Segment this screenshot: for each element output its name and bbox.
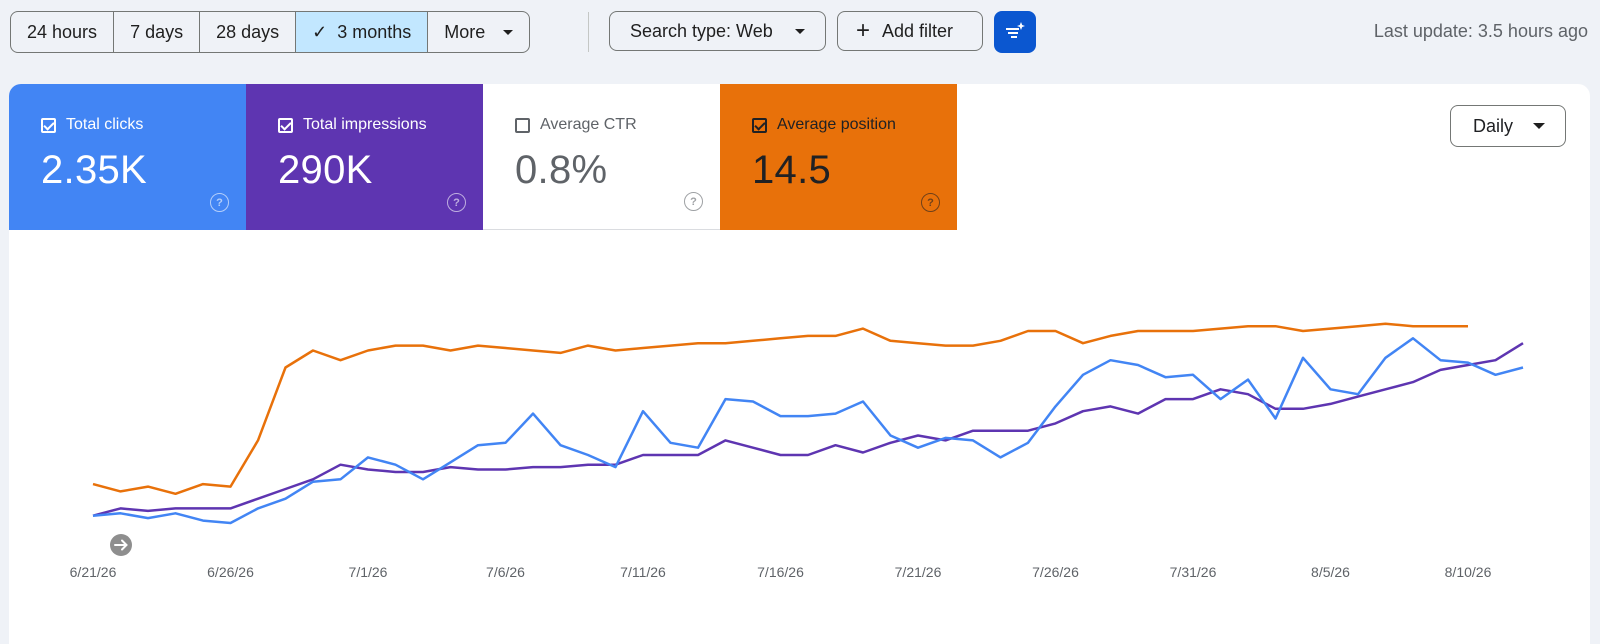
search-type-dropdown[interactable]: Search type: Web	[609, 11, 826, 51]
help-icon[interactable]: ?	[921, 193, 940, 212]
granularity-label: Daily	[1473, 115, 1514, 136]
x-tick-label: 8/10/26	[1445, 564, 1492, 580]
x-tick-label: 6/26/26	[207, 564, 254, 580]
date-range-selector: 24 hours 7 days 28 days ✓ 3 months More	[10, 11, 531, 53]
x-tick-label: 7/11/26	[620, 564, 666, 580]
x-tick-label: 7/16/26	[757, 564, 804, 580]
x-tick-label: 7/6/26	[486, 564, 525, 580]
metric-value: 2.35K	[41, 148, 148, 192]
caret-down-icon	[503, 29, 514, 35]
help-icon[interactable]: ?	[447, 193, 466, 212]
help-icon[interactable]: ?	[210, 193, 229, 212]
checkbox-icon[interactable]	[41, 117, 56, 133]
caret-down-icon	[1533, 123, 1545, 129]
toolbar-divider	[588, 12, 589, 52]
x-tick-label: 7/1/26	[349, 564, 388, 580]
metric-average-position[interactable]: Average position 14.5 ?	[720, 84, 957, 230]
range-option-label: More	[444, 21, 486, 42]
plus-icon: +	[856, 17, 871, 44]
series-line-average-position	[92, 322, 1468, 496]
range-option-label: 3 months	[337, 21, 412, 42]
granularity-dropdown[interactable]: Daily	[1450, 105, 1566, 147]
search-type-label: Search type: Web	[630, 20, 773, 41]
caret-down-icon	[795, 28, 805, 34]
metric-label: Average CTR	[540, 116, 637, 133]
metric-average-ctr[interactable]: Average CTR 0.8% ?	[483, 84, 720, 230]
checkbox-icon[interactable]	[515, 117, 530, 133]
x-tick-label: 7/21/26	[895, 564, 942, 580]
annotation-arrow-icon[interactable]	[110, 534, 132, 556]
range-option-28-days[interactable]: 28 days	[200, 12, 297, 52]
range-option-more[interactable]: More	[428, 12, 529, 52]
checkbox-icon[interactable]	[278, 117, 293, 133]
add-filter-label: Add filter	[882, 20, 954, 41]
add-filter-button[interactable]: + Add filter	[837, 11, 983, 51]
metric-total-impressions[interactable]: Total impressions 290K ?	[246, 84, 483, 230]
series-line-total-clicks	[92, 337, 1524, 525]
range-option-label: 24 hours	[27, 21, 98, 42]
check-icon: ✓	[312, 21, 328, 42]
performance-chart: 6/21/26 6/26/26 7/1/26 7/6/26 7/11/26 7/16/26…	[70, 322, 1524, 580]
range-option-24-hours[interactable]: 24 hours	[11, 12, 115, 52]
toolbar: 24 hours 7 days 28 days ✓ 3 months More Searc…	[0, 0, 1600, 64]
metric-label: Average position	[777, 116, 896, 133]
metric-label: Total impressions	[303, 116, 427, 133]
metric-value: 14.5	[752, 148, 832, 192]
metric-value: 290K	[278, 148, 373, 192]
series-line-total-impressions	[92, 342, 1524, 517]
help-icon[interactable]: ?	[684, 192, 703, 211]
metric-label: Total clicks	[66, 116, 144, 133]
metric-value: 0.8%	[515, 148, 608, 192]
range-option-label: 28 days	[216, 21, 280, 42]
last-update-text: Last update: 3.5 hours ago	[1373, 21, 1588, 41]
x-tick-label: 8/5/26	[1311, 564, 1350, 580]
sparkle-filter-icon	[1006, 22, 1025, 38]
x-tick-label: 7/26/26	[1032, 564, 1079, 580]
ai-filter-button[interactable]	[994, 11, 1036, 53]
x-tick-label: 7/31/26	[1170, 564, 1217, 580]
metric-total-clicks[interactable]: Total clicks 2.35K ?	[9, 84, 246, 230]
range-option-label: 7 days	[130, 21, 184, 42]
range-option-3-months[interactable]: ✓ 3 months	[296, 12, 429, 52]
range-option-7-days[interactable]: 7 days	[114, 12, 201, 52]
checkbox-icon[interactable]	[752, 117, 767, 133]
x-tick-label: 6/21/26	[70, 564, 117, 580]
